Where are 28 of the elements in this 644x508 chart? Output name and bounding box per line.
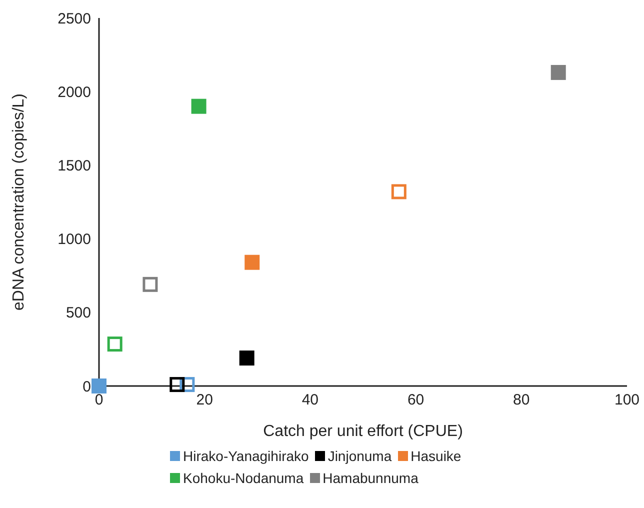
legend-label: Kohoku-Nodanuma [183,470,304,486]
x-axis-title: Catch per unit effort (CPUE) [263,423,463,440]
legend-label: Hamabunnuma [322,470,418,486]
legend-label: Hirako-Yanagihirako [183,448,309,464]
point [191,98,206,114]
point [239,350,254,366]
point [142,276,158,292]
x-tick-label: 0 [94,392,104,409]
x-tick-label: 100 [614,392,640,409]
y-tick-label: 1000 [58,231,91,248]
point [170,377,185,392]
y-axis-title: eDNA concentration (copies/L) [10,94,28,310]
point [92,378,106,394]
y-tick-label: 0 [82,378,91,396]
x-tick-label: 40 [302,392,319,409]
legend-label: Hasuike [410,448,462,464]
x-tick-label: 60 [407,392,424,409]
y-tick-label: 2000 [58,84,91,101]
point [244,254,260,270]
point [107,336,122,352]
x-tick-label: 80 [513,392,530,409]
x-tick-label: 20 [196,392,213,409]
y-tick-label: 2500 [58,10,91,28]
y-tick-label: 500 [66,304,91,322]
point [391,184,406,200]
y-tick-label: 1500 [58,158,91,175]
point [550,64,566,80]
legend-label: Jinjonuma [328,448,392,464]
